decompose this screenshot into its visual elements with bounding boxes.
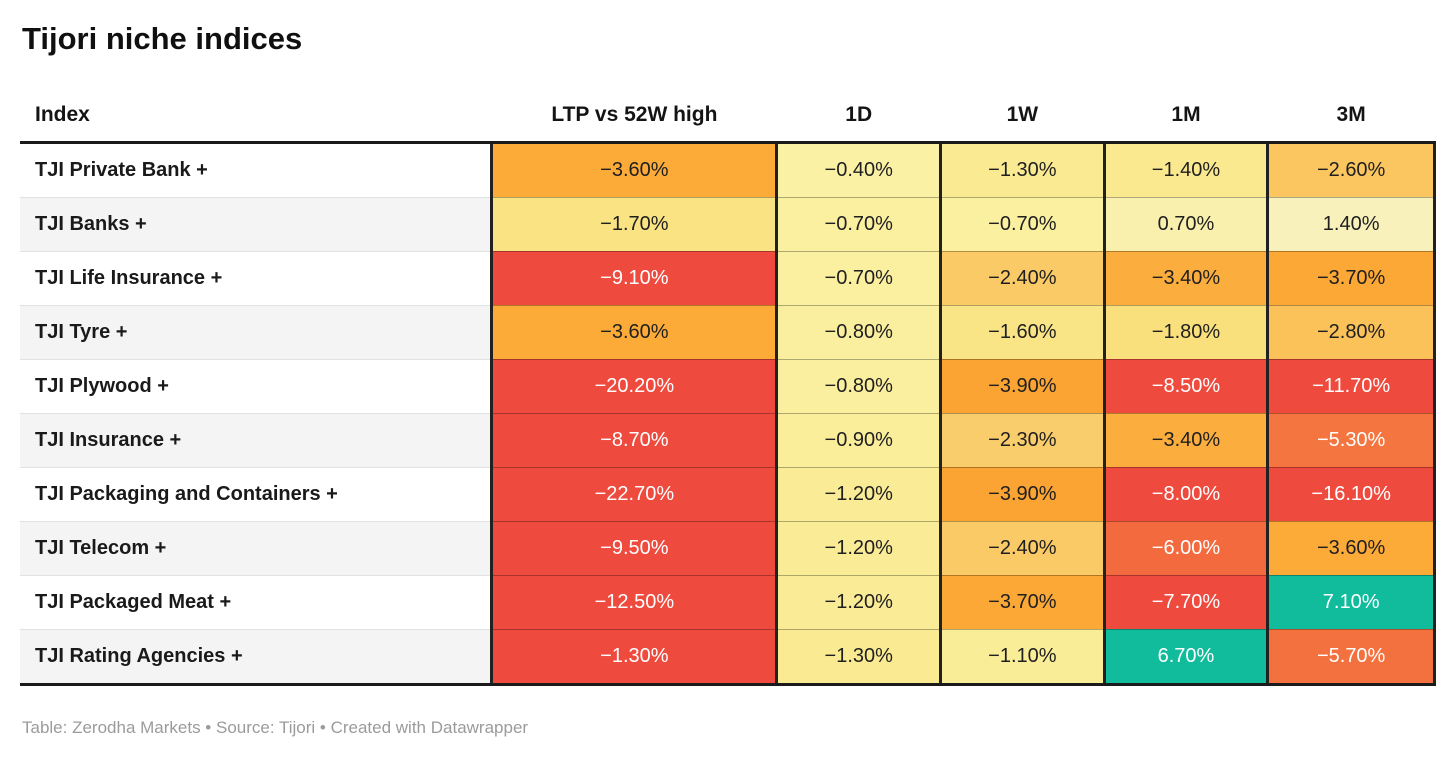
value-cell: 7.10% [1266, 575, 1436, 630]
index-cell[interactable]: TJI Packaging and Containers + [20, 467, 492, 522]
value-cell: 1.40% [1266, 197, 1436, 252]
value-cell: −0.70% [775, 197, 941, 252]
value-cell: −0.80% [775, 305, 941, 360]
header-cell-1d: 1D [776, 102, 941, 144]
indices-table: Index LTP vs 52W high 1D 1W 1M 3M TJI Pr… [20, 102, 1436, 686]
value-cell: −1.30% [775, 629, 941, 686]
value-cell: −12.50% [490, 575, 777, 630]
value-cell: −2.60% [1266, 142, 1436, 198]
value-cell: −2.80% [1266, 305, 1436, 360]
value-cell: −1.20% [775, 575, 941, 630]
value-cell: −5.30% [1266, 413, 1436, 468]
value-cell: −20.20% [490, 359, 777, 414]
index-cell[interactable]: TJI Telecom + [20, 521, 492, 576]
value-cell: −1.70% [490, 197, 777, 252]
value-cell: −1.80% [1102, 305, 1268, 360]
value-cell: −3.60% [490, 305, 777, 360]
index-cell[interactable]: TJI Life Insurance + [20, 251, 492, 306]
index-cell[interactable]: TJI Private Bank + [20, 142, 492, 198]
value-cell: 0.70% [1102, 197, 1268, 252]
value-cell: −6.00% [1102, 521, 1268, 576]
value-cell: −7.70% [1102, 575, 1268, 630]
value-cell: −0.80% [775, 359, 941, 414]
value-cell: −1.10% [939, 629, 1105, 686]
header-cell-ltp-vs-52w-high: LTP vs 52W high [491, 102, 777, 144]
value-cell: −3.90% [939, 359, 1105, 414]
value-cell: −3.70% [1266, 251, 1436, 306]
table-row: TJI Plywood + −20.20% −0.80% −3.90% −8.50% −1… [20, 359, 1436, 414]
value-cell: −3.40% [1102, 413, 1268, 468]
value-cell: −1.30% [490, 629, 777, 686]
value-cell: −0.70% [775, 251, 941, 306]
value-cell: 6.70% [1102, 629, 1268, 686]
header-cell-3m: 3M [1267, 102, 1435, 144]
value-cell: −9.50% [490, 521, 777, 576]
value-cell: −3.60% [1266, 521, 1436, 576]
table-body: TJI Private Bank + −3.60% −0.40% −1.30% −1.4… [20, 142, 1436, 686]
table-header: Index LTP vs 52W high 1D 1W 1M 3M [20, 102, 1435, 144]
page-title: Tijori niche indices [22, 21, 303, 56]
value-cell: −2.30% [939, 413, 1105, 468]
header-cell-1w: 1W [940, 102, 1105, 144]
header-row: Index LTP vs 52W high 1D 1W 1M 3M [20, 102, 1435, 144]
value-cell: −5.70% [1266, 629, 1436, 686]
header-cell-1m: 1M [1104, 102, 1268, 144]
table-row: TJI Packaging and Containers + −22.70% −1.… [20, 467, 1436, 522]
header-cell-index: Index [20, 102, 492, 144]
value-cell: −3.70% [939, 575, 1105, 630]
table-row: TJI Life Insurance + −9.10% −0.70% −2.40% −3… [20, 251, 1436, 306]
index-cell[interactable]: TJI Packaged Meat + [20, 575, 492, 630]
index-cell[interactable]: TJI Plywood + [20, 359, 492, 414]
value-cell: −2.40% [939, 251, 1105, 306]
table-footnote: Table: Zerodha Markets • Source: Tijori … [22, 717, 529, 737]
value-cell: −0.90% [775, 413, 941, 468]
table-row: TJI Banks + −1.70% −0.70% −0.70% 0.70% 1.40% [20, 197, 1436, 252]
value-cell: −3.90% [939, 467, 1105, 522]
value-cell: −16.10% [1266, 467, 1436, 522]
value-cell: −1.20% [775, 521, 941, 576]
value-cell: −0.70% [939, 197, 1105, 252]
table-row: TJI Tyre + −3.60% −0.80% −1.60% −1.80% −2.80% [20, 305, 1436, 360]
value-cell: −11.70% [1266, 359, 1436, 414]
index-cell[interactable]: TJI Insurance + [20, 413, 492, 468]
value-cell: −0.40% [775, 142, 941, 198]
value-cell: −9.10% [490, 251, 777, 306]
value-cell: −1.60% [939, 305, 1105, 360]
value-cell: −22.70% [490, 467, 777, 522]
value-cell: −8.00% [1102, 467, 1268, 522]
table-row: TJI Telecom + −9.50% −1.20% −2.40% −6.00% −3.… [20, 521, 1436, 576]
value-cell: −1.30% [939, 142, 1105, 198]
value-cell: −8.70% [490, 413, 777, 468]
index-cell[interactable]: TJI Banks + [20, 197, 492, 252]
table-row: TJI Private Bank + −3.60% −0.40% −1.30% −1.4… [20, 142, 1436, 198]
table-row: TJI Packaged Meat + −12.50% −1.20% −3.70% −7… [20, 575, 1436, 630]
value-cell: −2.40% [939, 521, 1105, 576]
table-row: TJI Insurance + −8.70% −0.90% −2.30% −3.40% −… [20, 413, 1436, 468]
value-cell: −3.60% [490, 142, 777, 198]
value-cell: −1.40% [1102, 142, 1268, 198]
value-cell: −3.40% [1102, 251, 1268, 306]
value-cell: −8.50% [1102, 359, 1268, 414]
table-row: TJI Rating Agencies + −1.30% −1.30% −1.10% 6… [20, 629, 1436, 686]
index-cell[interactable]: TJI Tyre + [20, 305, 492, 360]
value-cell: −1.20% [775, 467, 941, 522]
index-cell[interactable]: TJI Rating Agencies + [20, 629, 492, 686]
